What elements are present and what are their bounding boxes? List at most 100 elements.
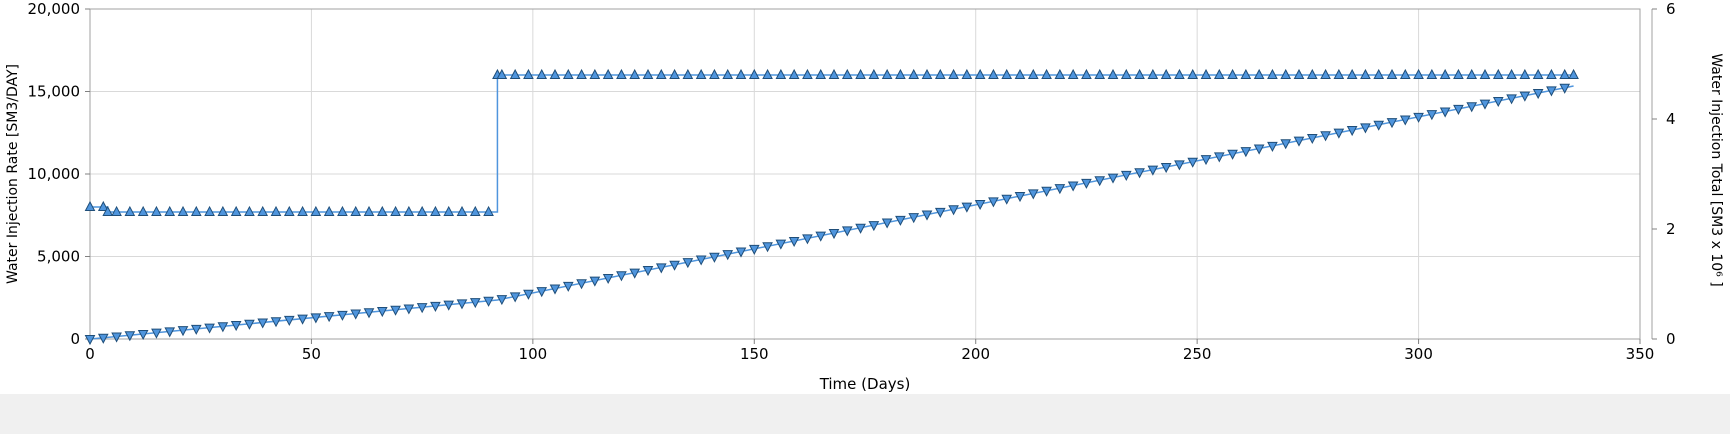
series-2-marker: [1413, 112, 1424, 123]
series-1-marker: [84, 200, 96, 211]
axis-ticks: [85, 8, 1657, 344]
series-1-marker: [868, 68, 880, 79]
series-1-marker: [509, 68, 521, 79]
series-2-marker: [1014, 192, 1026, 203]
series-1-marker: [1492, 68, 1504, 79]
series-2-marker: [1240, 147, 1252, 158]
series-2-marker: [151, 328, 162, 339]
series-1-marker: [496, 68, 508, 79]
series-2-marker: [190, 324, 202, 335]
series-2-marker: [815, 231, 827, 242]
series-2-marker: [137, 329, 149, 341]
y-left-tick-label: 20,000: [28, 0, 81, 18]
series-2-marker: [1306, 133, 1318, 145]
series-2-marker: [1466, 102, 1478, 113]
series-2-marker: [802, 234, 813, 245]
series-1-marker: [841, 68, 853, 79]
x-tick-label: 300: [1404, 345, 1433, 363]
series-2-marker: [1373, 120, 1385, 131]
series-1-marker: [629, 68, 641, 79]
series-2-marker: [974, 199, 986, 211]
series-1-marker: [642, 68, 654, 79]
series-1-marker: [416, 205, 428, 216]
series-2-marker: [841, 226, 853, 237]
y-left-tick-label: 15,000: [28, 83, 81, 101]
series-2-marker: [788, 236, 800, 248]
y-axis-left-label: Water Injection Rate [SM3/DAY]: [5, 64, 21, 284]
x-axis-label: Time (Days): [819, 375, 911, 393]
series-2-marker: [403, 304, 415, 315]
series-2-marker: [1081, 178, 1092, 189]
series-1-marker: [1373, 68, 1385, 79]
series-2-marker: [709, 252, 720, 263]
series-2-marker: [1399, 115, 1411, 126]
series-2-marker: [84, 335, 96, 346]
series-2-marker: [722, 250, 734, 261]
series-2-marker: [775, 239, 787, 250]
series-1-marker: [1506, 68, 1517, 79]
series-1-marker: [788, 68, 800, 79]
series-1-marker: [1081, 68, 1092, 79]
series-1-marker: [1160, 68, 1172, 79]
series-1-marker: [895, 68, 906, 79]
series-1-marker: [1253, 68, 1265, 79]
series-2-marker: [111, 332, 122, 343]
x-tick-label: 0: [85, 345, 95, 363]
series-1-marker: [1120, 68, 1132, 79]
series-2-marker: [1453, 104, 1464, 115]
series-1-marker: [828, 68, 840, 79]
x-tick-label: 200: [961, 345, 990, 363]
series-2-marker: [988, 197, 999, 208]
series-2-marker: [589, 276, 601, 287]
series-1-marker: [483, 205, 494, 216]
tick-labels: 0 50 100 150 200 250 300 350 0 5,000 10,000 15,000 2…: [28, 0, 1676, 363]
series-1-marker: [217, 205, 229, 216]
series-1-marker: [934, 68, 946, 79]
series-2-marker: [616, 271, 627, 282]
series-2-marker: [257, 318, 269, 329]
series-2-marker: [576, 279, 587, 290]
series-1-marker: [1267, 68, 1278, 79]
y-right-tick-label: 4: [1666, 110, 1676, 128]
series-2-marker: [921, 210, 933, 221]
series-2-marker: [1519, 91, 1531, 102]
series-2-marker: [390, 305, 401, 316]
series-1-marker: [815, 68, 827, 79]
series-1-marker: [124, 205, 136, 216]
series-2-marker: [1160, 163, 1172, 174]
series-1-marker: [576, 68, 587, 79]
series-1-marker: [1107, 68, 1119, 79]
series-1-marker: [337, 205, 348, 216]
series-2-marker: [1213, 152, 1225, 163]
series-2-marker: [669, 260, 680, 271]
series-1-marker: [616, 68, 627, 79]
series-1-marker: [948, 68, 959, 79]
series-2-marker: [1532, 89, 1544, 100]
series-2-marker: [217, 322, 229, 333]
series-1-marker: [1094, 68, 1106, 79]
series-1-marker: [1386, 68, 1398, 79]
series-1-marker: [1014, 68, 1026, 79]
series-1-marker: [695, 68, 707, 79]
series-2-marker: [881, 218, 893, 229]
series-1-marker: [1346, 68, 1358, 79]
series-2-marker: [695, 255, 707, 266]
series-1-marker: [908, 68, 920, 79]
chart-svg: 0 50 100 150 200 250 300 350 0 5,000 10,000 15,000 2…: [5, 0, 1724, 393]
series-1-marker: [1293, 68, 1305, 79]
series-2-marker: [1559, 83, 1571, 94]
series-2-marker: [855, 223, 866, 234]
series-1-marker: [244, 205, 255, 216]
series-1-marker: [762, 68, 773, 79]
series-2-marker: [1227, 149, 1238, 160]
series-2-marker: [376, 307, 388, 318]
series-1-marker: [1213, 68, 1225, 79]
series-1-marker: [802, 68, 813, 79]
series-2-marker: [430, 301, 441, 312]
series-1-marker: [1360, 68, 1371, 79]
series-1-marker: [855, 68, 866, 79]
series-1-marker: [111, 205, 122, 216]
series-2-marker: [1147, 165, 1159, 176]
series-1-marker: [257, 205, 269, 216]
y-left-tick-label: 5,000: [37, 248, 80, 266]
